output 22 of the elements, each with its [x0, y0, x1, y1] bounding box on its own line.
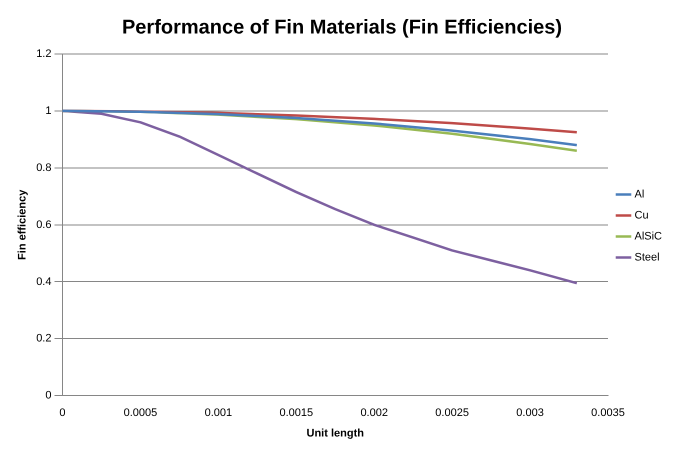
x-tick-label: 0.0035: [591, 407, 625, 420]
y-tick-label: 0.2: [36, 332, 52, 345]
x-tick-label: 0.0025: [435, 407, 469, 420]
x-tick-label: 0.0015: [279, 407, 314, 420]
y-axis-title: Fin efficiency: [16, 188, 29, 260]
y-tick-label: 1: [45, 104, 52, 117]
y-tick-label: 0.8: [36, 162, 52, 174]
x-tick-label: 0.003: [516, 407, 544, 420]
x-tick-label: 0.0005: [124, 407, 158, 420]
legend-label: Al: [634, 188, 644, 201]
legend-label: Cu: [634, 210, 649, 222]
legend-label: AlSiC: [634, 230, 662, 243]
y-tick-label: 0: [45, 390, 52, 402]
y-tick-label: 0.6: [36, 218, 52, 231]
x-tick-label: 0.001: [204, 407, 232, 420]
x-tick-label: 0.002: [360, 407, 388, 420]
x-tick-label: 0: [59, 407, 66, 420]
legend-label: Steel: [634, 252, 660, 264]
chart-title: Performance of Fin Materials (Fin Efficiencies): [122, 16, 562, 39]
x-axis-title: Unit length: [306, 427, 364, 440]
y-tick-label: 0.4: [36, 276, 52, 288]
y-tick-label: 1.2: [36, 48, 52, 60]
